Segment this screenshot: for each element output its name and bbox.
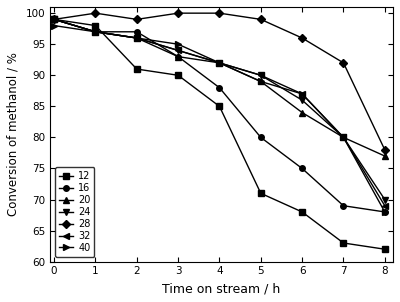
Line: 32: 32 xyxy=(51,17,388,208)
20 xyxy=(134,36,139,40)
32 xyxy=(93,30,98,34)
12 xyxy=(217,104,222,108)
28 xyxy=(217,11,222,15)
20 xyxy=(258,80,263,83)
28 xyxy=(382,148,387,152)
28 xyxy=(52,18,56,21)
16 xyxy=(134,30,139,34)
Legend: 12, 16, 20, 24, 28, 32, 40: 12, 16, 20, 24, 28, 32, 40 xyxy=(55,167,94,257)
28 xyxy=(341,61,346,65)
16 xyxy=(258,136,263,139)
28 xyxy=(134,18,139,21)
20 xyxy=(382,154,387,158)
Line: 20: 20 xyxy=(51,17,388,159)
20 xyxy=(300,111,304,114)
24 xyxy=(382,198,387,201)
40 xyxy=(93,30,98,34)
32 xyxy=(258,73,263,77)
28 xyxy=(300,36,304,40)
40 xyxy=(300,92,304,96)
32 xyxy=(52,18,56,21)
12 xyxy=(258,191,263,195)
Y-axis label: Conversion of methanol / %: Conversion of methanol / % xyxy=(7,52,20,216)
Line: 24: 24 xyxy=(51,17,388,202)
12 xyxy=(93,24,98,27)
40 xyxy=(217,61,222,65)
16 xyxy=(382,210,387,214)
Line: 12: 12 xyxy=(51,17,388,252)
24 xyxy=(93,30,98,34)
40 xyxy=(176,42,180,46)
20 xyxy=(341,136,346,139)
12 xyxy=(52,18,56,21)
16 xyxy=(341,204,346,207)
12 xyxy=(176,73,180,77)
20 xyxy=(217,61,222,65)
16 xyxy=(176,55,180,59)
40 xyxy=(134,36,139,40)
32 xyxy=(176,49,180,52)
24 xyxy=(176,49,180,52)
Line: 40: 40 xyxy=(51,23,388,215)
16 xyxy=(300,167,304,170)
24 xyxy=(134,36,139,40)
32 xyxy=(217,61,222,65)
32 xyxy=(382,204,387,207)
40 xyxy=(258,80,263,83)
12 xyxy=(300,210,304,214)
32 xyxy=(300,92,304,96)
24 xyxy=(258,73,263,77)
24 xyxy=(52,18,56,21)
28 xyxy=(258,18,263,21)
28 xyxy=(176,11,180,15)
32 xyxy=(341,136,346,139)
20 xyxy=(93,30,98,34)
24 xyxy=(300,98,304,102)
16 xyxy=(52,18,56,21)
40 xyxy=(382,210,387,214)
20 xyxy=(176,55,180,59)
Line: 28: 28 xyxy=(51,10,388,153)
28 xyxy=(93,11,98,15)
16 xyxy=(93,30,98,34)
12 xyxy=(382,247,387,251)
Line: 16: 16 xyxy=(51,17,388,215)
16 xyxy=(217,86,222,89)
12 xyxy=(134,67,139,71)
12 xyxy=(341,241,346,245)
24 xyxy=(217,61,222,65)
40 xyxy=(341,136,346,139)
X-axis label: Time on stream / h: Time on stream / h xyxy=(162,282,281,295)
24 xyxy=(341,136,346,139)
40 xyxy=(52,24,56,27)
32 xyxy=(134,36,139,40)
20 xyxy=(52,18,56,21)
